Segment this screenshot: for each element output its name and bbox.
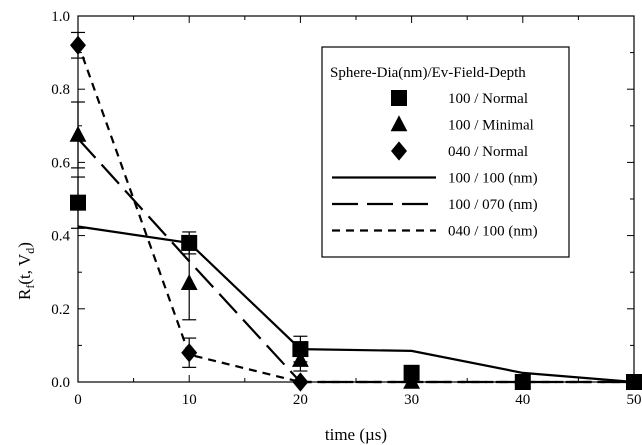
y-tick-labels: 0.0 0.2 0.4 0.6 0.8 1.0 [51,9,70,391]
x-tick-labels: 0 10 20 30 40 50 [74,392,641,408]
legend-items: 100 / Normal 100 / Minimal 040 / Normal 100… [332,90,538,240]
x-tick-label: 0 [74,392,82,408]
series-line [77,137,634,384]
y-label-sub-f: f [23,285,37,289]
x-tick-label: 20 [293,392,308,408]
data-point-triangle [292,350,309,367]
data-point-diamond [70,35,86,55]
y-tick-label: 0.6 [51,155,70,171]
data-point-diamond [391,141,407,161]
y-label-paren-close: ) [15,242,34,248]
legend: Sphere-Dia(nm)/Ev-Field-Depth 100 / Norm… [321,46,570,258]
x-tick-label: 10 [182,392,197,408]
data-point-triangle [69,125,87,142]
data-point-diamond [292,372,309,392]
y-label-sub-d: d [23,248,37,254]
data-point-square [391,90,407,106]
data-point-triangle [180,273,198,290]
data-point-square [70,194,86,211]
data-point-square [626,374,642,390]
plot-area [69,15,642,392]
series-line [77,225,635,384]
data-point-square [514,374,531,390]
data-point-triangle [403,372,420,389]
x-axis-label: time (µs) [325,425,387,444]
y-label-paren-open: (t, V [15,253,34,285]
y-tick-label: 0.0 [51,375,70,391]
legend-label: 100 / 070 (nm) [448,197,538,213]
data-point-diamond [181,343,198,363]
svg-text:Rf(t, Vd): Rf(t, Vd) [15,242,37,300]
series-lines [76,43,635,384]
legend-label: 100 / 100 (nm) [448,171,538,187]
x-tick-label: 40 [515,392,530,408]
legend-label: 040 / Normal [448,144,528,160]
y-axis-label: Rf(t, Vd) [15,242,37,300]
y-tick-label: 1.0 [51,9,70,25]
x-tick-label: 50 [627,392,642,408]
legend-box [321,46,570,258]
y-tick-label: 0.4 [51,229,70,245]
legend-label: 040 / 100 (nm) [448,224,538,240]
series-markers [69,31,642,392]
legend-title: Sphere-Dia(nm)/Ev-Field-Depth [330,65,526,81]
data-point-triangle [390,115,408,132]
y-tick-label: 0.2 [51,302,70,318]
legend-label: 100 / Minimal [448,118,534,134]
legend-label: 100 / Normal [448,91,528,107]
y-tick-label: 0.8 [51,82,70,98]
y-label-main: R [15,288,34,300]
x-tick-label: 30 [404,392,419,408]
